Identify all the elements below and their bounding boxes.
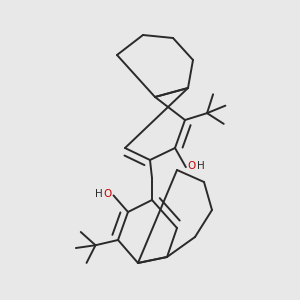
Text: O: O	[188, 161, 196, 171]
Text: O: O	[103, 189, 112, 200]
Text: H: H	[95, 189, 103, 200]
Text: H: H	[197, 161, 205, 171]
